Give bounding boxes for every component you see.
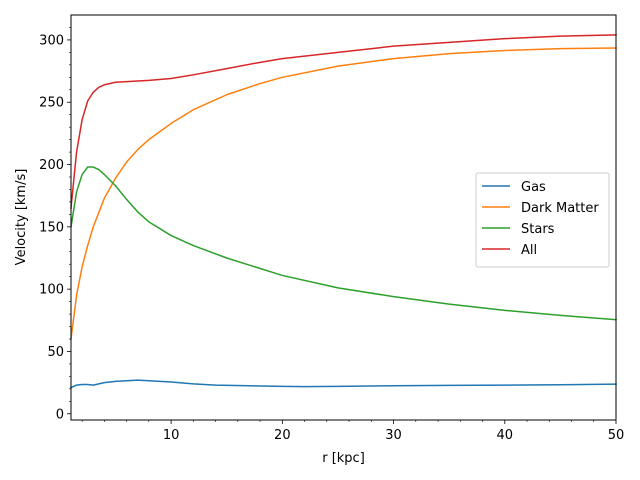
y-tick-label: 150 — [39, 220, 64, 235]
y-tick-label: 200 — [39, 158, 64, 173]
x-tick-label: 10 — [163, 428, 180, 443]
x-tick-label: 50 — [608, 428, 625, 443]
x-axis-label: r [kpc] — [322, 451, 365, 466]
plot-frame — [70, 14, 617, 421]
y-tick-label: 250 — [39, 96, 64, 111]
x-tick-label: 20 — [274, 428, 291, 443]
x-tick-label: 30 — [385, 428, 402, 443]
y-tick-label: 0 — [56, 407, 64, 422]
y-tick-label: 300 — [39, 33, 64, 48]
legend-label-all: All — [521, 243, 537, 258]
x-tick-label: 40 — [497, 428, 514, 443]
y-tick-label: 50 — [47, 345, 64, 360]
series-line-gas — [70, 379, 617, 389]
x-axis: 10 20 30 40 50 — [81, 420, 625, 443]
y-axis: 0 50 100 150 200 250 300 — [39, 27, 71, 422]
plot-lines — [70, 34, 617, 389]
series-line-dark-matter — [70, 47, 617, 340]
series-line-stars — [70, 166, 617, 321]
legend-label-dark-matter: Dark Matter — [521, 201, 599, 216]
legend-box — [475, 172, 610, 268]
y-tick-label: 100 — [39, 283, 64, 298]
y-axis-label: Velocity [km/s] — [14, 169, 29, 266]
legend: Gas Dark Matter Stars All — [475, 172, 610, 268]
legend-label-gas: Gas — [521, 180, 546, 195]
legend-label-stars: Stars — [521, 222, 555, 237]
series-line-all — [70, 34, 617, 209]
